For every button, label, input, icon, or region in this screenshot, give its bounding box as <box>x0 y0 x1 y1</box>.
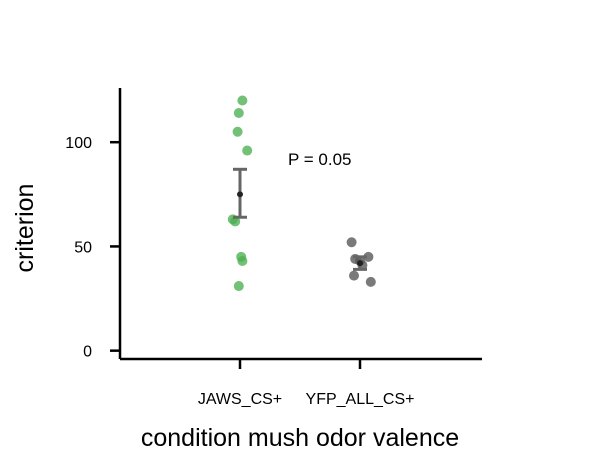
data-point <box>349 270 359 281</box>
y-tick-label: 50 <box>74 239 92 256</box>
y-tick-label: 100 <box>65 135 92 152</box>
x-axis-label: condition mush odor valence <box>141 424 459 450</box>
annotations: P = 0.05 <box>288 150 352 169</box>
data-point <box>237 95 248 106</box>
data-point <box>237 256 248 267</box>
p-value-annotation: P = 0.05 <box>288 150 352 169</box>
data-point <box>233 108 244 119</box>
data-point <box>363 251 374 262</box>
y-axis-label: criterion <box>11 184 39 273</box>
mean-marker <box>357 260 363 267</box>
x-ticks: JAWS_CS+ YFP_ALL_CS+ <box>198 359 415 408</box>
x-tick-label: YFP_ALL_CS+ <box>306 391 415 408</box>
axes <box>118 88 482 361</box>
data-point <box>242 145 253 156</box>
data-point <box>346 237 357 248</box>
y-ticks: 0 50 100 <box>65 135 120 361</box>
y-tick-label: 0 <box>83 344 92 361</box>
data-point <box>232 126 243 137</box>
data-point <box>233 281 244 292</box>
data-points <box>227 95 376 292</box>
data-point <box>365 276 376 287</box>
x-tick-label: JAWS_CS+ <box>198 391 282 408</box>
mean-marker <box>237 191 243 198</box>
error-bars <box>233 167 367 271</box>
data-point <box>230 216 241 227</box>
